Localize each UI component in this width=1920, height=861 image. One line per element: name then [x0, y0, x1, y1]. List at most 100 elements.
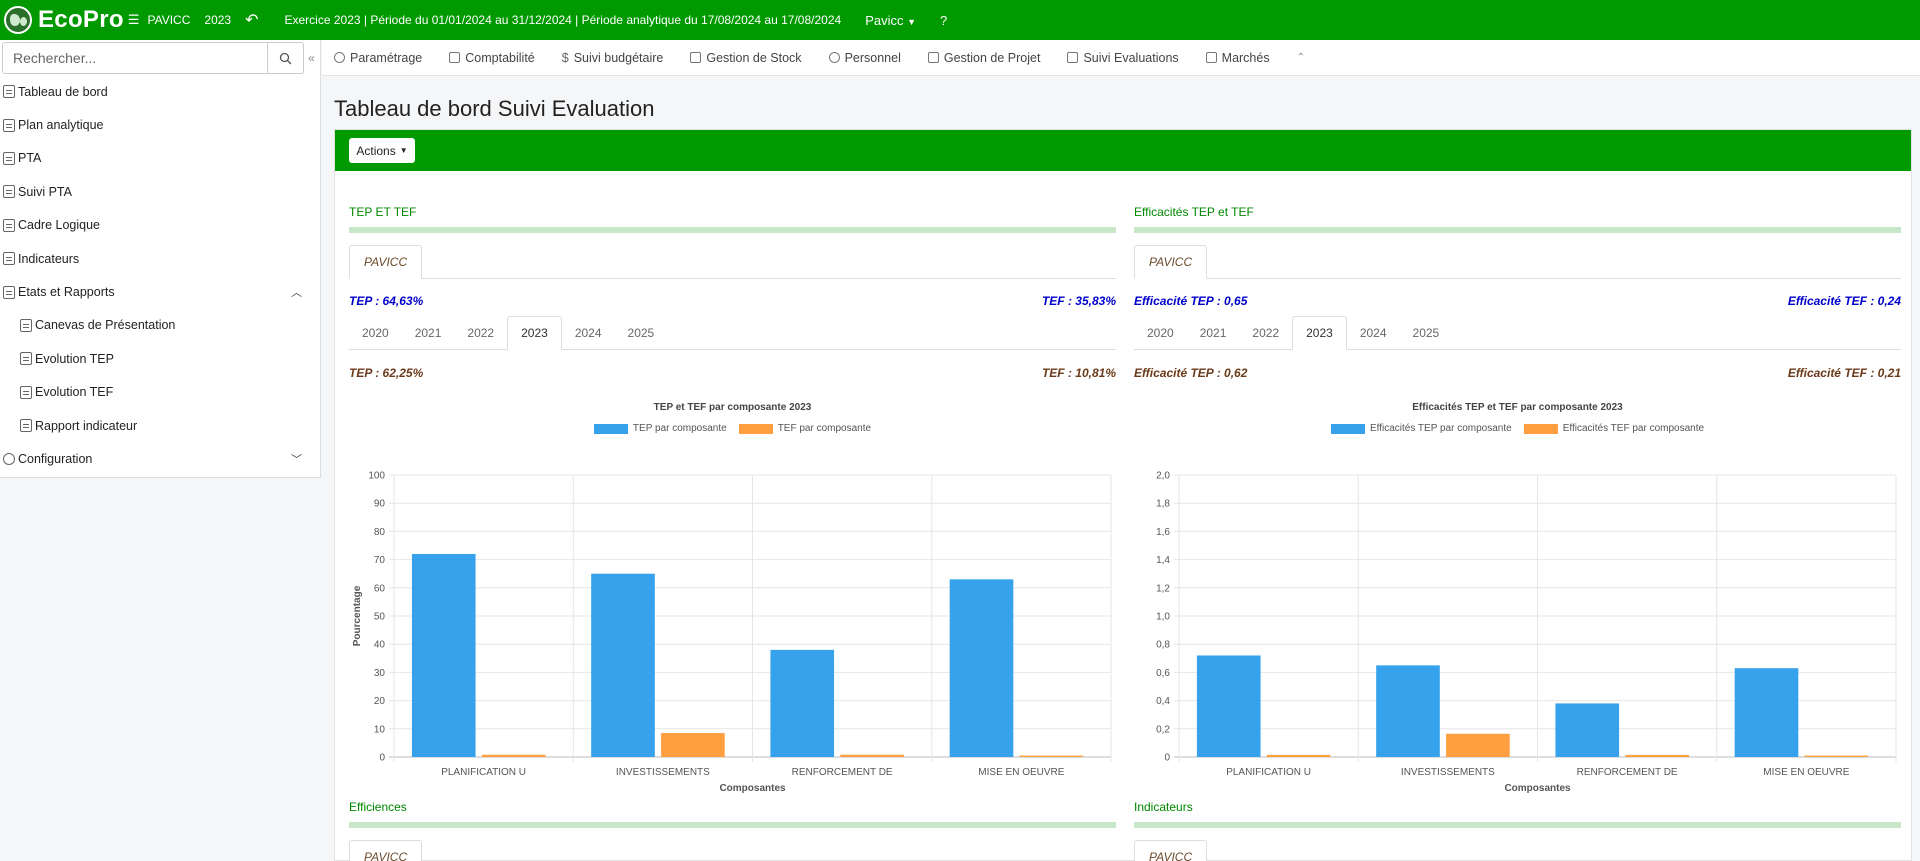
tab-year-2020[interactable]: 2020 [362, 325, 389, 340]
legend-item[interactable]: TEP par composante [593, 423, 727, 434]
tab-year-2022[interactable]: 2022 [467, 325, 495, 340]
panel-divider [349, 822, 1116, 828]
tab-pavicc[interactable]: PAVICC [1134, 840, 1208, 861]
menu-gestion-projet[interactable]: Gestion de Projet [927, 51, 1040, 65]
menu-parametrage[interactable]: Paramétrage [334, 51, 422, 65]
top-bar: EcoPro ☰ PAVICC 2023 ↶ Exercice 2023 | P… [0, 0, 1920, 40]
legend-item[interactable]: Efficacités TEP par composante [1330, 423, 1512, 434]
menu-comptabilite[interactable]: Comptabilité [449, 50, 535, 65]
collapse-sidebar-icon[interactable]: « [308, 51, 315, 65]
legend-label: TEF par composante [777, 423, 872, 434]
legend-label: TEP par composante [632, 423, 727, 434]
file-icon [3, 85, 15, 99]
menu-marches[interactable]: Marchés [1205, 51, 1270, 65]
period-info: Exercice 2023 | Période du 01/01/2024 au… [284, 13, 842, 27]
x-axis-label: Composantes [1504, 783, 1571, 794]
bar-tef [1446, 733, 1510, 757]
menu-label: Personnel [844, 50, 901, 65]
bar-tef [840, 754, 904, 757]
actions-button[interactable]: Actions ▼ [349, 138, 415, 163]
sidebar-item-rapport-indicateur[interactable]: Rapport indicateur [0, 409, 320, 442]
tab-year-2022[interactable]: 2022 [1252, 325, 1280, 340]
bar-tef [1266, 754, 1331, 757]
search-input[interactable] [2, 42, 268, 74]
tab-year-2021[interactable]: 2021 [1199, 325, 1227, 340]
tab-year-2020[interactable]: 2020 [1147, 325, 1174, 340]
sidebar-item-cadre-logique[interactable]: Cadre Logique [0, 209, 320, 242]
sidebar-item-pta[interactable]: PTA [0, 142, 320, 175]
menu-icon[interactable]: ☰ [127, 12, 140, 27]
legend-item[interactable]: Efficacités TEF par composante [1523, 423, 1704, 434]
undo-icon[interactable]: ↶ [245, 12, 259, 29]
menu-label: Suivi Evaluations [1083, 50, 1179, 65]
menu-collapse[interactable]: ⌃ [1297, 52, 1305, 63]
chevron-down-icon: ﹀ [291, 453, 302, 466]
bar-tef [661, 733, 725, 757]
entity-tabs: PAVICC [1134, 245, 1901, 279]
sidebar-item-plan-analytique[interactable]: Plan analytique [0, 108, 320, 141]
bar-tef [1019, 755, 1084, 757]
dashboard-card: Actions ▼ TEP ET TEF PAVICC TEP : 64,63% … [334, 129, 1912, 861]
tab-pavicc[interactable]: PAVICC [349, 840, 423, 861]
tab-pavicc[interactable]: PAVICC [349, 245, 423, 279]
y-tick-label: 70 [374, 555, 386, 566]
menu-gestion-stock[interactable]: Gestion de Stock [690, 51, 802, 65]
sidebar-item-label: Evolution TEP [35, 351, 114, 366]
y-tick-label: 0,4 [1156, 696, 1170, 707]
project-name[interactable]: PAVICC [147, 13, 191, 27]
menu-personnel[interactable]: Personnel [828, 50, 901, 65]
entity-tabs: PAVICC [349, 840, 1116, 861]
bar-tef [481, 754, 546, 757]
x-tick-label: MISE EN OEUVRE [1763, 767, 1849, 778]
tab-year-2024[interactable]: 2024 [1359, 325, 1387, 340]
bar-tep [770, 649, 835, 757]
y-tick-label: 0,8 [1156, 640, 1170, 651]
panel-title: Indicateurs [1134, 800, 1193, 814]
sidebar-item-configuration[interactable]: Configuration ﹀ [0, 442, 320, 475]
user-menu[interactable]: Pavicc ▼ [865, 13, 916, 28]
tab-year-2025[interactable]: 2025 [627, 325, 655, 340]
dollar-icon: $ [561, 50, 569, 65]
sidebar-item-suivi-pta[interactable]: Suivi PTA [0, 175, 320, 208]
menu-suivi-budgetaire[interactable]: $ Suivi budgétaire [562, 51, 664, 65]
tab-year-2023[interactable]: 2023 [507, 316, 562, 350]
help-button[interactable]: ? [940, 12, 948, 28]
tab-year-2025[interactable]: 2025 [1412, 325, 1440, 340]
y-tick-label: 0,6 [1156, 668, 1170, 679]
y-tick-label: 0 [1164, 753, 1170, 764]
tef-year: TEF : 10,81% [1041, 366, 1116, 380]
year-tabs: 2020 2021 2022 2023 2024 2025 [349, 316, 1116, 350]
panel-title: Efficacités TEP et TEF [1134, 205, 1254, 219]
folder-icon [927, 52, 939, 63]
search-button[interactable] [268, 42, 304, 74]
y-tick-label: 80 [374, 527, 386, 538]
y-tick-label: 90 [374, 499, 386, 510]
sidebar-item-evolution-tep[interactable]: Evolution TEP [0, 342, 320, 375]
sidebar-item-canevas[interactable]: Canevas de Présentation [0, 309, 320, 342]
user-icon [828, 52, 840, 63]
sidebar-item-label: Evolution TEF [35, 385, 114, 400]
legend-item[interactable]: TEF par composante [738, 423, 872, 434]
tep-total: TEP : 64,63% [349, 294, 424, 308]
year-selector[interactable]: 2023 [204, 13, 232, 27]
sidebar-item-label: Tableau de bord [18, 84, 108, 99]
logo[interactable]: EcoPro [4, 6, 124, 34]
bar-tep [1196, 655, 1261, 757]
tab-pavicc[interactable]: PAVICC [1134, 245, 1208, 279]
tab-year-2021[interactable]: 2021 [414, 325, 442, 340]
sidebar-item-evolution-tef[interactable]: Evolution TEF [0, 376, 320, 409]
search-icon [279, 52, 292, 64]
chart-legend: TEP par composante TEF par composante [349, 423, 1116, 434]
menu-label: Comptabilité [465, 50, 535, 65]
tab-year-2023[interactable]: 2023 [1292, 316, 1347, 350]
sidebar-item-etats-et-rapports[interactable]: Etats et Rapports ︿ [0, 275, 320, 308]
sidebar-item-tableau-de-bord[interactable]: Tableau de bord [0, 75, 320, 108]
entity-tabs: PAVICC [1134, 840, 1901, 861]
panel-title: Efficiences [349, 800, 407, 814]
menu-suivi-evaluations[interactable]: Suivi Evaluations [1067, 50, 1179, 65]
y-tick-label: 40 [374, 640, 386, 651]
sidebar-item-indicateurs[interactable]: Indicateurs [0, 242, 320, 275]
tab-year-2024[interactable]: 2024 [574, 325, 602, 340]
y-tick-label: 1,4 [1156, 555, 1170, 566]
file-icon [20, 318, 32, 332]
